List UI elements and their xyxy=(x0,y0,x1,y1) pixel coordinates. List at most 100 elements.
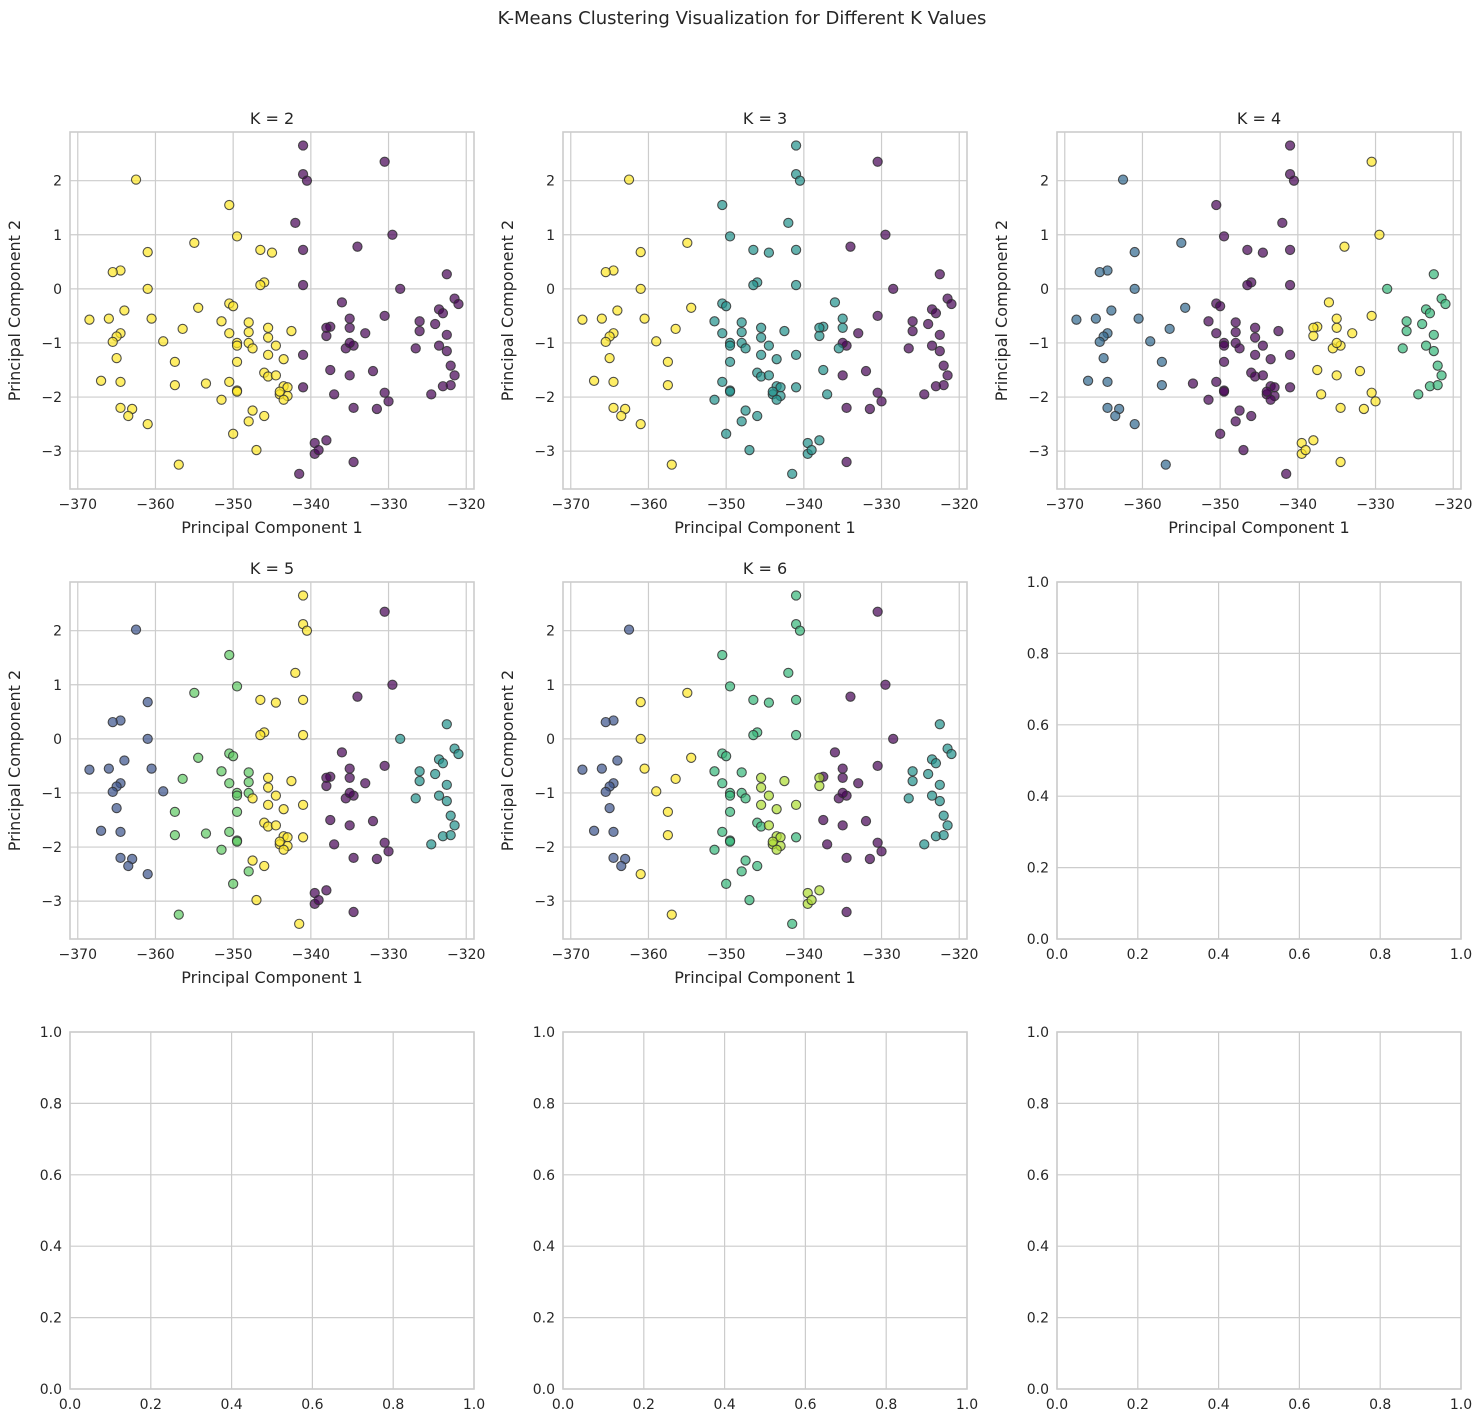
data-point-cluster-6 xyxy=(639,763,650,774)
axes-frame xyxy=(69,1031,475,1390)
data-point-cluster-1 xyxy=(845,241,856,252)
y-tick-label: 0 xyxy=(53,282,62,298)
data-point-cluster-4 xyxy=(1374,229,1385,240)
data-point-cluster-1 xyxy=(449,370,460,381)
data-point-cluster-3 xyxy=(686,302,697,313)
data-point-cluster-2 xyxy=(740,343,751,354)
y-tick-label: 0.8 xyxy=(533,1096,555,1112)
data-point-cluster-4 xyxy=(783,667,794,679)
data-point-cluster-4 xyxy=(1300,444,1311,456)
axes-frame xyxy=(1056,1031,1462,1390)
data-point-cluster-1 xyxy=(864,403,876,415)
data-point-cluster-1 xyxy=(329,839,340,850)
data-point-cluster-5 xyxy=(255,694,266,706)
data-point-cluster-1 xyxy=(876,846,887,857)
data-point-cluster-4 xyxy=(794,625,806,636)
data-point-cluster-1 xyxy=(329,389,340,400)
data-point-cluster-2 xyxy=(158,336,169,347)
data-point-cluster-1 xyxy=(841,456,852,468)
data-point-cluster-1 xyxy=(348,852,359,864)
data-point-cluster-1 xyxy=(290,217,301,229)
data-point-cluster-2 xyxy=(600,716,611,728)
subplot-5: −370 −360 −350 −340 −330 −320 −3 −2 −1 0 1 2 K = 6 Pr… xyxy=(498,559,978,987)
x-tick-label: −350 xyxy=(707,947,745,963)
data-point-cluster-2 xyxy=(216,316,227,327)
data-point-cluster-6 xyxy=(666,909,677,920)
data-point-cluster-2 xyxy=(616,860,627,872)
data-point-cluster-1 xyxy=(387,229,398,240)
data-point-cluster-3 xyxy=(1413,389,1424,400)
data-point-cluster-2 xyxy=(262,332,274,343)
data-point-cluster-4 xyxy=(231,790,243,801)
x-tick-label: 0.8 xyxy=(382,1397,404,1413)
data-point-cluster-1 xyxy=(938,360,949,371)
data-point-cluster-3 xyxy=(453,748,464,760)
y-axis-label: Principal Component 2 xyxy=(498,670,517,851)
data-point-cluster-5 xyxy=(755,799,767,811)
y-tick-label: 0.8 xyxy=(40,1096,62,1112)
y-tick-label: −3 xyxy=(41,894,62,910)
plot-area xyxy=(1057,582,1461,939)
data-point-cluster-4 xyxy=(1308,330,1319,342)
y-tick-label: −2 xyxy=(1028,390,1049,406)
data-point-cluster-2 xyxy=(1102,402,1113,414)
data-point-cluster-4 xyxy=(1331,313,1342,324)
data-point-cluster-1 xyxy=(919,389,930,400)
data-point-cluster-4 xyxy=(1366,387,1377,398)
data-point-cluster-4 xyxy=(721,751,732,762)
data-point-cluster-2 xyxy=(1156,379,1168,391)
data-point-cluster-1 xyxy=(426,389,437,400)
data-point-cluster-1 xyxy=(1211,199,1222,211)
data-point-cluster-3 xyxy=(1401,325,1412,337)
data-point-cluster-2 xyxy=(724,386,736,397)
data-point-cluster-6 xyxy=(662,829,674,841)
data-point-cluster-2 xyxy=(724,340,736,351)
data-point-cluster-2 xyxy=(787,468,798,480)
data-point-cluster-1 xyxy=(845,691,856,702)
data-point-cluster-1 xyxy=(367,365,379,377)
y-tick-label: 2 xyxy=(546,624,555,640)
data-point-cluster-1 xyxy=(841,906,852,918)
data-point-cluster-3 xyxy=(907,775,918,787)
data-point-cluster-5 xyxy=(771,804,782,815)
data-point-cluster-1 xyxy=(860,815,872,827)
data-point-cluster-5 xyxy=(286,775,297,787)
data-point-cluster-1 xyxy=(441,345,452,357)
data-point-cluster-4 xyxy=(169,806,181,818)
data-point-cluster-5 xyxy=(767,836,778,847)
y-tick-label: 0.0 xyxy=(1027,1382,1049,1398)
data-point-cluster-4 xyxy=(224,778,235,789)
data-point-cluster-1 xyxy=(907,316,918,327)
data-point-cluster-1 xyxy=(1234,343,1245,354)
data-point-cluster-2 xyxy=(243,416,254,427)
data-point-cluster-1 xyxy=(344,763,355,774)
y-tick-label: 0.6 xyxy=(1027,718,1049,734)
data-point-cluster-4 xyxy=(724,806,736,818)
data-point-cluster-1 xyxy=(297,382,309,393)
x-tick-label: 0.0 xyxy=(1046,1397,1068,1413)
data-point-cluster-6 xyxy=(662,806,674,818)
data-point-cluster-2 xyxy=(243,317,254,328)
x-tick-label: −330 xyxy=(862,497,900,513)
data-point-cluster-2 xyxy=(721,428,732,439)
data-point-cluster-1 xyxy=(829,747,841,758)
data-point-cluster-1 xyxy=(379,760,390,772)
x-tick-label: −340 xyxy=(785,497,823,513)
data-point-cluster-1 xyxy=(903,343,914,354)
data-point-cluster-2 xyxy=(755,332,767,343)
data-point-cluster-2 xyxy=(189,237,200,249)
data-point-cluster-4 xyxy=(1308,435,1319,446)
axes-frame xyxy=(69,581,475,940)
data-point-cluster-3 xyxy=(441,719,452,730)
y-tick-label: 1.0 xyxy=(1027,1025,1049,1041)
subplot-title: K = 2 xyxy=(250,109,294,128)
data-point-cluster-2 xyxy=(717,328,728,339)
x-tick-label: 0.6 xyxy=(301,1397,323,1413)
data-point-cluster-3 xyxy=(588,375,600,386)
subplot-3: −370 −360 −350 −340 −330 −320 −3 −2 −1 0 1 2 K = 4 Pr… xyxy=(992,109,1472,537)
y-tick-label: 2 xyxy=(53,174,62,190)
data-point-cluster-2 xyxy=(224,328,235,339)
data-point-cluster-3 xyxy=(430,768,441,780)
data-point-cluster-3 xyxy=(612,305,623,316)
data-point-cluster-2 xyxy=(790,140,802,151)
